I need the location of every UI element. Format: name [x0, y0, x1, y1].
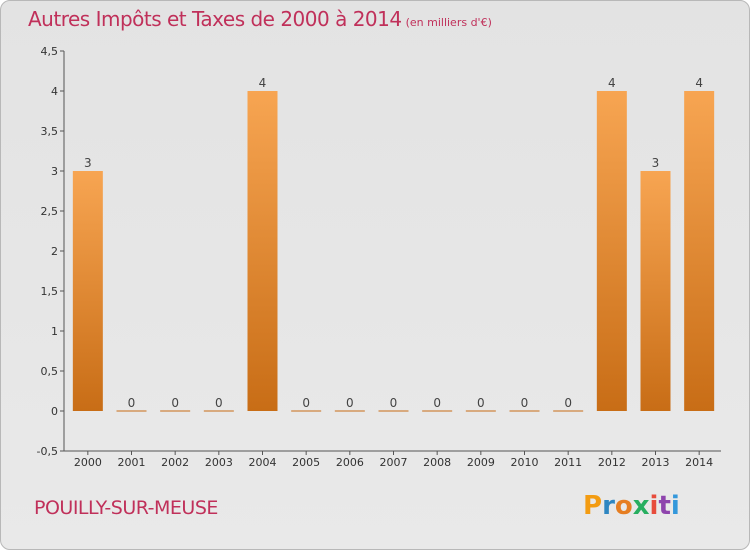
- y-tick-label: -0,5: [37, 445, 58, 458]
- bar-2008: [422, 410, 453, 412]
- x-tick-label: 2011: [554, 456, 582, 469]
- x-tick-label: 2013: [642, 456, 670, 469]
- data-label: 0: [302, 396, 310, 410]
- bar-2009: [465, 410, 496, 412]
- logo-letter: t: [658, 491, 671, 521]
- x-tick-label: 2008: [423, 456, 451, 469]
- data-label: 0: [521, 396, 529, 410]
- bar-2005: [291, 410, 322, 412]
- x-tick-label: 2006: [336, 456, 364, 469]
- y-tick-label: 4: [51, 85, 58, 98]
- logo-letter: x: [632, 491, 650, 521]
- data-label: 3: [84, 156, 92, 170]
- data-label: 4: [259, 76, 267, 90]
- data-label: 0: [390, 396, 398, 410]
- data-label: 0: [171, 396, 179, 410]
- bar-2012: [596, 91, 627, 411]
- x-tick-label: 2004: [249, 456, 277, 469]
- y-tick-label: 1: [51, 325, 58, 338]
- x-tick-label: 2000: [74, 456, 102, 469]
- chart-title: Autres Impôts et Taxes de 2000 à 2014 (en…: [28, 7, 492, 31]
- data-label: 0: [433, 396, 441, 410]
- data-label: 0: [477, 396, 485, 410]
- bar-2000: [72, 171, 103, 411]
- commune-name: POUILLY-SUR-MEUSE: [34, 497, 218, 519]
- proxiti-logo: Proxiti: [583, 491, 680, 521]
- bar-2011: [553, 410, 584, 412]
- bar-2004: [247, 91, 278, 411]
- data-label: 0: [215, 396, 223, 410]
- logo-letter: i: [670, 491, 680, 521]
- bar-2003: [203, 410, 234, 412]
- data-label: 0: [128, 396, 136, 410]
- logo-letter: i: [649, 491, 659, 521]
- y-tick-label: 0,5: [41, 365, 59, 378]
- x-tick-label: 2007: [380, 456, 408, 469]
- y-tick-label: 3: [51, 165, 58, 178]
- data-label: 4: [695, 76, 703, 90]
- bar-2014: [684, 91, 715, 411]
- y-tick-label: 1,5: [41, 285, 59, 298]
- x-tick-label: 2010: [511, 456, 539, 469]
- y-tick-label: 4,5: [41, 45, 59, 58]
- logo-letter: o: [614, 491, 633, 521]
- logo-letter: P: [583, 491, 603, 521]
- x-tick-label: 2003: [205, 456, 233, 469]
- x-tick-label: 2012: [598, 456, 626, 469]
- x-tick-label: 2009: [467, 456, 495, 469]
- x-tick-label: 2002: [161, 456, 189, 469]
- y-tick-label: 2,5: [41, 205, 59, 218]
- x-tick-label: 2005: [292, 456, 320, 469]
- y-tick-label: 3,5: [41, 125, 59, 138]
- bar-2013: [640, 171, 671, 411]
- chart-subtitle: (en milliers d'€): [405, 16, 492, 29]
- data-label: 0: [346, 396, 354, 410]
- bar-2007: [378, 410, 409, 412]
- y-tick-label: 0: [51, 405, 58, 418]
- data-label: 0: [564, 396, 572, 410]
- bar-2006: [334, 410, 365, 412]
- x-tick-label: 2001: [118, 456, 146, 469]
- logo-letter: r: [602, 491, 615, 521]
- y-tick-label: 2: [51, 245, 58, 258]
- bar-2002: [160, 410, 191, 412]
- bar-2001: [116, 410, 147, 412]
- bar-2010: [509, 410, 540, 412]
- data-label: 3: [652, 156, 660, 170]
- data-label: 4: [608, 76, 616, 90]
- x-tick-label: 2014: [685, 456, 713, 469]
